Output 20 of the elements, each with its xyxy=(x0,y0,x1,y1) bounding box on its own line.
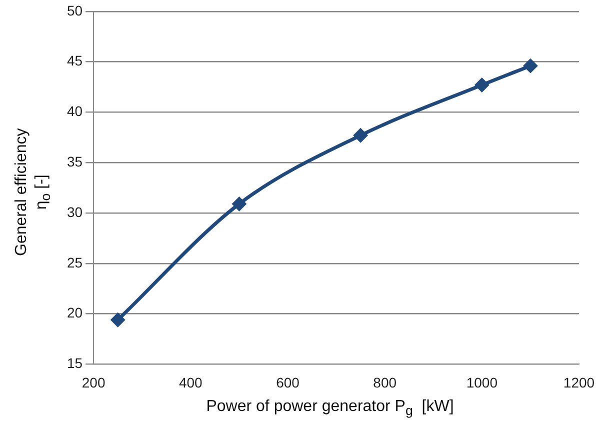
y-tick-label: 15 xyxy=(66,355,83,372)
x-tick-label: 1000 xyxy=(466,374,498,390)
y-tick-label: 25 xyxy=(66,254,83,270)
point xyxy=(475,78,489,92)
x-tick-label: 1200 xyxy=(563,374,595,390)
x-tick-label: 600 xyxy=(276,374,300,390)
y-tick-label: 40 xyxy=(66,103,83,120)
point xyxy=(354,128,368,142)
y-tick-label: 50 xyxy=(66,2,83,18)
point xyxy=(524,59,538,73)
point xyxy=(232,197,246,211)
x-tick-label: 400 xyxy=(178,374,203,390)
x-axis-title: Power of power generator P$_{g}$ [kW] xyxy=(205,398,455,418)
x-tick-label: 800 xyxy=(373,374,397,390)
y-tick-label: 45 xyxy=(66,52,83,69)
point xyxy=(111,313,125,327)
x-tick-label: 200 xyxy=(82,374,106,390)
y-tick-label: 30 xyxy=(66,204,83,220)
y-tick-label: 20 xyxy=(66,304,83,321)
y-tick-label: 35 xyxy=(66,153,83,170)
